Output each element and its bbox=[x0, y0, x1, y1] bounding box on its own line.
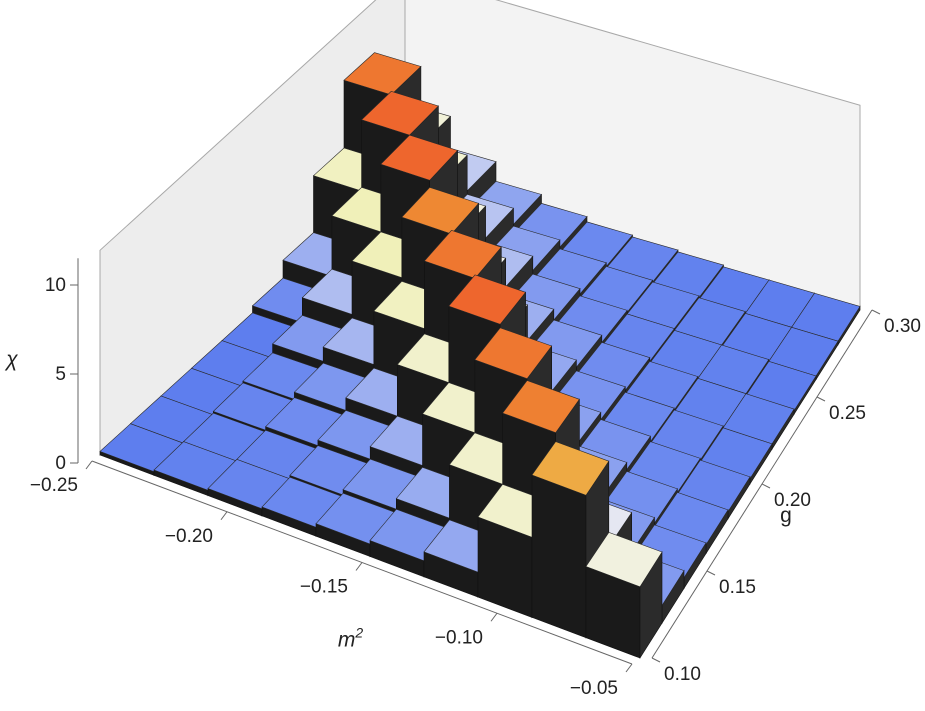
chart-axes: −0.25 −0.20 −0.15 −0.10 −0.05 0.10 0.15 0.20 0.2… bbox=[4, 258, 921, 699]
bar-top-face bbox=[423, 230, 502, 279]
y-tick-mark bbox=[816, 396, 826, 402]
bar-top-face bbox=[401, 187, 480, 235]
x-tick-label: −0.25 bbox=[30, 475, 78, 496]
bar-top-face bbox=[380, 134, 459, 181]
bar-front-face bbox=[531, 474, 587, 639]
x-tick-mark bbox=[85, 460, 93, 470]
bar-top-face bbox=[343, 52, 422, 96]
y-tick-label: 0.10 bbox=[664, 664, 701, 685]
x-tick-mark bbox=[490, 612, 498, 622]
z-axis-label: χ bbox=[4, 348, 18, 371]
bar-top-face bbox=[585, 532, 663, 588]
x-tick-mark bbox=[355, 562, 363, 571]
y-tick-label: 0.15 bbox=[719, 577, 756, 598]
z-tick-label: 0 bbox=[55, 453, 66, 474]
x-tick-label: −0.05 bbox=[570, 678, 618, 699]
x-tick-label: −0.15 bbox=[300, 577, 348, 598]
z-tick-label: 5 bbox=[55, 364, 66, 385]
x-tick-label: −0.10 bbox=[435, 627, 483, 648]
x-tick-mark bbox=[625, 663, 633, 673]
x-tick-mark bbox=[220, 511, 228, 521]
x-axis-label: m2 bbox=[338, 625, 364, 652]
bar-top-face bbox=[474, 327, 553, 380]
y-tick-label: 0.25 bbox=[829, 403, 866, 424]
y-tick-mark bbox=[651, 657, 661, 663]
bar-top-face bbox=[361, 91, 439, 136]
y-tick-mark bbox=[761, 483, 771, 489]
x-axis-label-superscript: 2 bbox=[354, 625, 363, 641]
y-tick-label: 0.30 bbox=[884, 316, 921, 337]
bar bbox=[585, 532, 663, 660]
z-tick-label: 10 bbox=[45, 275, 66, 296]
chart-bars bbox=[99, 52, 861, 660]
bar-top-face bbox=[502, 380, 580, 434]
x-tick-label: −0.20 bbox=[165, 526, 213, 547]
y-tick-mark bbox=[871, 309, 881, 315]
y-axis-label: g bbox=[780, 504, 792, 527]
bar-top-face bbox=[531, 441, 610, 496]
bar-top-face bbox=[448, 274, 527, 325]
y-tick-mark bbox=[706, 570, 716, 576]
y-tick-label: 0.20 bbox=[774, 490, 811, 511]
